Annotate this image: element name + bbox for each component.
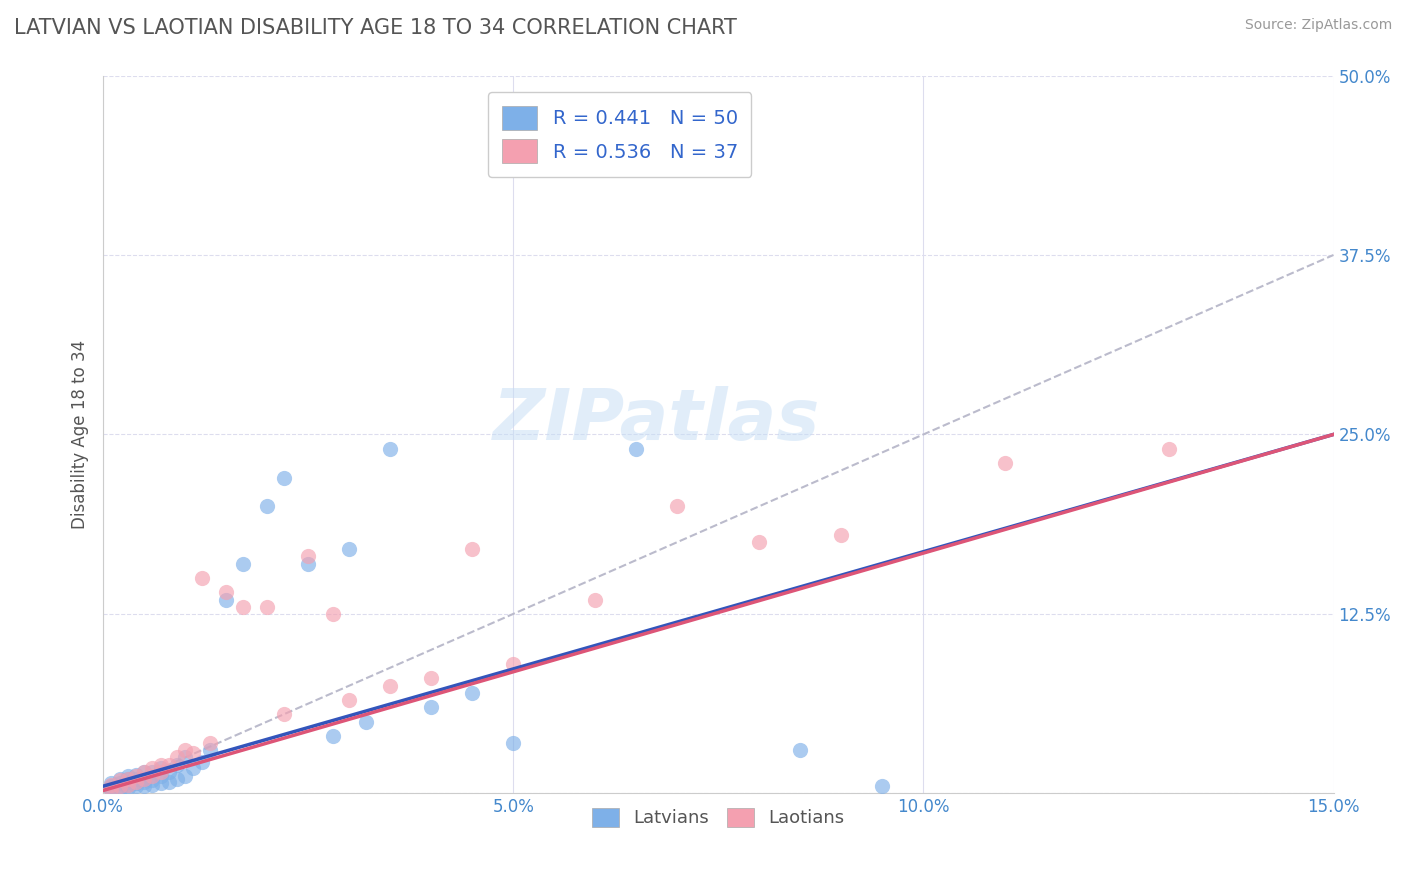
Point <box>108 779 131 793</box>
Point <box>183 746 205 760</box>
Point <box>117 772 139 786</box>
Point <box>232 557 254 571</box>
Point <box>322 607 344 621</box>
Point <box>125 767 148 781</box>
Point <box>100 782 122 797</box>
Point <box>157 775 180 789</box>
Point <box>166 750 188 764</box>
Point <box>141 773 163 788</box>
Point <box>149 760 172 774</box>
Point <box>134 775 156 789</box>
Point <box>166 757 188 772</box>
Point <box>502 657 524 672</box>
Point <box>174 743 197 757</box>
Point <box>872 779 894 793</box>
Text: Source: ZipAtlas.com: Source: ZipAtlas.com <box>1244 18 1392 32</box>
Point <box>149 769 172 783</box>
Y-axis label: Disability Age 18 to 34: Disability Age 18 to 34 <box>72 340 89 529</box>
Point <box>232 599 254 614</box>
Point <box>748 535 770 549</box>
Point <box>273 707 295 722</box>
Text: ZIPatlas: ZIPatlas <box>494 385 821 455</box>
Point <box>125 769 148 783</box>
Point <box>502 736 524 750</box>
Point <box>100 776 122 790</box>
Text: LATVIAN VS LAOTIAN DISABILITY AGE 18 TO 34 CORRELATION CHART: LATVIAN VS LAOTIAN DISABILITY AGE 18 TO … <box>14 18 737 37</box>
Point <box>420 672 443 686</box>
Point <box>420 700 443 714</box>
Point <box>380 679 402 693</box>
Point <box>380 442 402 456</box>
Legend: Latvians, Laotians: Latvians, Laotians <box>585 801 852 835</box>
Point <box>157 764 180 779</box>
Point <box>125 776 148 790</box>
Point <box>174 769 197 783</box>
Point <box>183 760 205 774</box>
Point <box>322 729 344 743</box>
Point <box>215 585 238 599</box>
Point <box>125 772 148 786</box>
Point <box>125 775 148 789</box>
Point <box>583 592 606 607</box>
Point <box>273 470 295 484</box>
Point <box>141 764 163 779</box>
Point <box>117 778 139 792</box>
Point <box>337 693 360 707</box>
Point <box>108 782 131 797</box>
Point <box>108 773 131 788</box>
Point <box>100 779 122 793</box>
Point <box>215 592 238 607</box>
Point <box>149 757 172 772</box>
Point <box>108 779 131 793</box>
Point <box>190 755 212 769</box>
Point <box>141 769 163 783</box>
Point <box>1159 442 1181 456</box>
Point <box>100 778 122 792</box>
Point <box>190 571 212 585</box>
Point <box>461 686 484 700</box>
Point <box>134 764 156 779</box>
Point <box>666 500 689 514</box>
Point <box>198 736 221 750</box>
Point <box>337 542 360 557</box>
Point <box>256 500 278 514</box>
Point <box>108 772 131 786</box>
Point <box>149 764 172 779</box>
Point <box>789 743 811 757</box>
Point <box>174 750 197 764</box>
Point <box>108 776 131 790</box>
Point <box>117 772 139 786</box>
Point <box>125 779 148 793</box>
Point <box>134 764 156 779</box>
Point <box>626 442 648 456</box>
Point <box>141 778 163 792</box>
Point <box>134 779 156 793</box>
Point <box>297 549 319 564</box>
Point <box>117 778 139 792</box>
Point <box>461 542 484 557</box>
Point <box>134 772 156 786</box>
Point <box>134 772 156 786</box>
Point <box>994 456 1017 470</box>
Point <box>198 743 221 757</box>
Point <box>117 775 139 789</box>
Point <box>100 782 122 797</box>
Point <box>149 776 172 790</box>
Point <box>117 769 139 783</box>
Point <box>297 557 319 571</box>
Point <box>117 780 139 795</box>
Point <box>830 528 852 542</box>
Point <box>256 599 278 614</box>
Point <box>141 760 163 774</box>
Point <box>157 757 180 772</box>
Point <box>166 772 188 786</box>
Point <box>354 714 377 729</box>
